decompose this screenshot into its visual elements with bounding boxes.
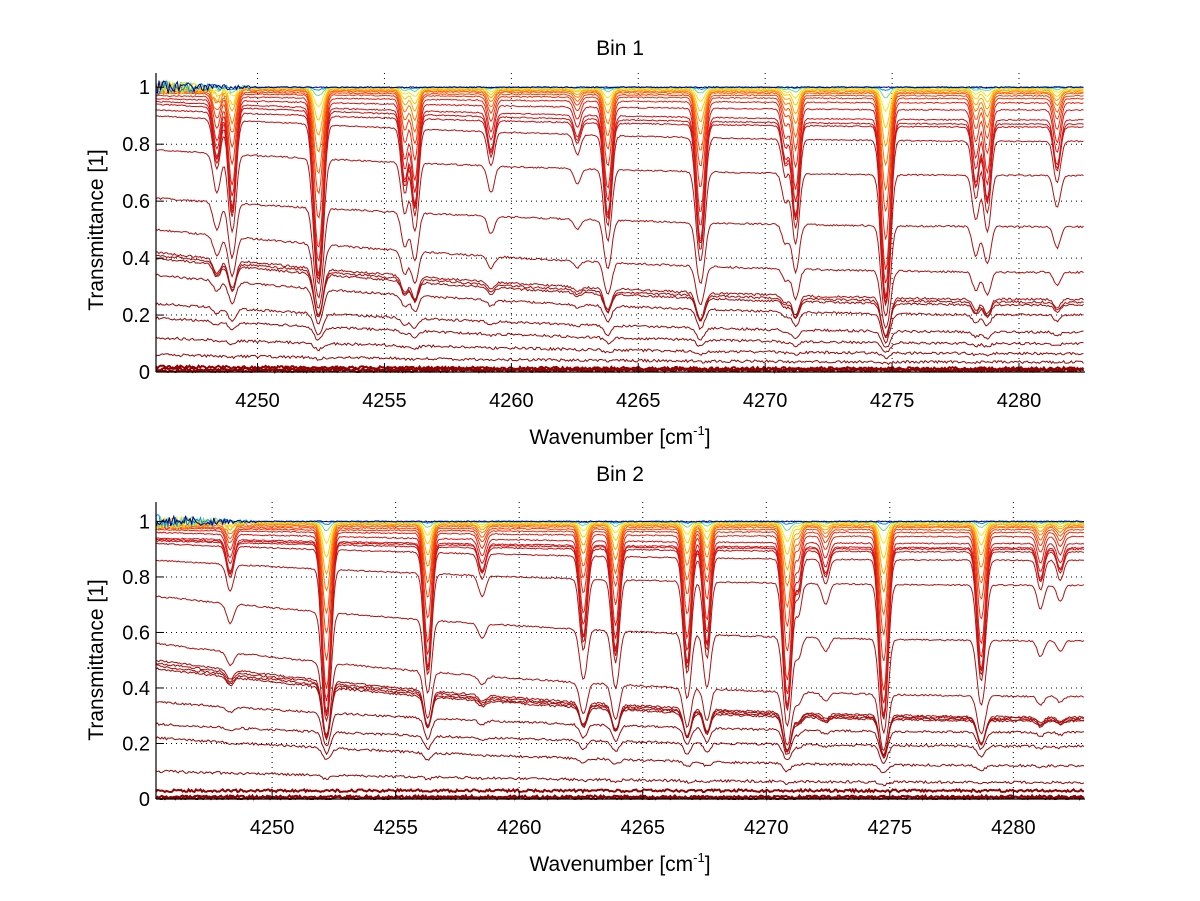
- series-line-curve-13: [155, 595, 1085, 735]
- series-line-curve-20: [155, 94, 1084, 270]
- x-tick-label: 4260: [489, 390, 534, 412]
- series-line-curve-12: [155, 228, 1084, 330]
- series-line-curve-08: [155, 273, 1084, 344]
- series-line-curve-23: [155, 83, 1084, 192]
- x-axis-label-suffix: ]: [705, 426, 711, 449]
- series-line-curve-11: [155, 659, 1085, 756]
- x-tick-label: 4260: [497, 817, 542, 839]
- y-tick-label: 0: [139, 789, 150, 811]
- axes-frame: [155, 73, 1085, 373]
- series-line-curve-03: [155, 364, 1085, 372]
- x-tick-label: 4265: [616, 390, 661, 412]
- series-line-curve-18: [155, 100, 1084, 297]
- y-tick-label: 0.2: [122, 305, 150, 327]
- y-tick-labels: 0 0.2 0.4 0.6 0.8 1: [122, 77, 150, 384]
- series-group: [155, 78, 1085, 374]
- y-tick-label: 0.4: [122, 248, 150, 270]
- series-line-curve-09: [156, 257, 1084, 337]
- x-tick-label: 4255: [373, 817, 418, 839]
- series-line-curve-19: [155, 97, 1084, 284]
- series-line-curve-30: [155, 514, 1085, 527]
- series-line-curve-27: [155, 80, 1084, 113]
- series-line-curve-24: [155, 517, 1085, 594]
- x-tick-labels: 4250 4255 4260 4265 4270 4275 4280: [235, 390, 1041, 412]
- x-tick-label: 4250: [235, 390, 280, 412]
- series-line-curve-21: [156, 527, 1085, 662]
- series-line-curve-07: [155, 302, 1084, 348]
- y-tick-label: 0.8: [122, 567, 150, 589]
- chart-title: Bin 2: [596, 463, 644, 486]
- series-line-curve-24: [155, 82, 1084, 167]
- x-tick-label: 4255: [362, 390, 407, 412]
- x-axis-label-text: Wavenumber [cm: [529, 426, 693, 449]
- x-tick-label: 4265: [620, 817, 665, 839]
- series-line-curve-25: [155, 80, 1084, 147]
- x-tick-label: 4270: [743, 390, 788, 412]
- x-tick-label: 4250: [250, 817, 295, 839]
- y-axis-label: Transmittance [1]: [85, 579, 108, 740]
- subplot-bin-2: Bin 2 4250 4255 4260 4265 4270 4275 4280 00.20…: [85, 463, 1085, 876]
- x-tick-label: 4270: [744, 817, 789, 839]
- series-line-curve-22: [155, 526, 1085, 637]
- series-line-curve-05: [155, 336, 1084, 360]
- x-tick-label: 4275: [870, 390, 915, 412]
- series-line-curve-05: [155, 736, 1085, 774]
- x-axis-label-suffix: ]: [705, 853, 711, 876]
- x-axis-label-superscript: -1: [693, 423, 705, 438]
- series-line-curve-06: [155, 722, 1085, 764]
- series-line-curve-04: [155, 353, 1084, 366]
- x-axis-label-superscript: -1: [693, 850, 705, 865]
- y-tick-label: 0.6: [122, 191, 150, 213]
- y-tick-label: 0: [139, 362, 150, 384]
- y-tick-labels: 0 0.2 0.4 0.6 0.8 1: [122, 511, 150, 811]
- series-line-curve-03: [155, 787, 1084, 795]
- series-line-curve-11: [155, 251, 1084, 338]
- x-tick-labels: 4250 4255 4260 4265 4270 4275 4280: [250, 817, 1036, 839]
- series-line-curve-02: [155, 793, 1085, 801]
- y-tick-label: 0.8: [122, 134, 150, 156]
- x-tick-label: 4275: [868, 817, 913, 839]
- series-line-curve-12: [155, 642, 1085, 752]
- chart-title: Bin 1: [596, 37, 644, 60]
- x-axis-label: Wavenumber [cm-1]: [529, 423, 710, 449]
- series-line-curve-07: [155, 701, 1085, 760]
- x-tick-label: 4280: [997, 390, 1042, 412]
- x-tick-label: 4280: [991, 817, 1036, 839]
- y-tick-label: 0.6: [122, 622, 150, 644]
- series-line-curve-13: [155, 197, 1084, 317]
- x-axis-label: Wavenumber [cm-1]: [529, 850, 710, 876]
- x-axis-label-text: Wavenumber [cm: [529, 853, 693, 876]
- series-line-curve-30: [155, 80, 1084, 94]
- series-line-curve-18: [155, 537, 1085, 716]
- series-line-curve-14: [155, 149, 1084, 307]
- y-tick-label: 0.2: [122, 733, 150, 755]
- series-line-curve-27: [155, 515, 1085, 545]
- series-line-curve-04: [156, 769, 1085, 787]
- series-line-curve-22: [156, 90, 1084, 212]
- series-line-curve-23: [155, 524, 1085, 617]
- axes-frame: [155, 502, 1085, 800]
- series-line-curve-14: [155, 559, 1085, 721]
- series-line-curve-20: [155, 528, 1085, 691]
- subplot-bin-1: Bin 1 4250 4255 4260 4265 4270 4275 4280 00.20…: [85, 37, 1085, 449]
- series-line-curve-06: [155, 316, 1084, 353]
- y-tick-label: 0.4: [122, 678, 150, 700]
- series-line-curve-21: [155, 91, 1084, 240]
- series-line-curve-26: [155, 81, 1084, 129]
- y-axis-label: Transmittance [1]: [85, 149, 108, 310]
- y-tick-label: 1: [139, 77, 150, 99]
- y-tick-label: 1: [139, 511, 150, 533]
- series-line-curve-25: [155, 516, 1085, 575]
- series-line-curve-19: [155, 531, 1085, 704]
